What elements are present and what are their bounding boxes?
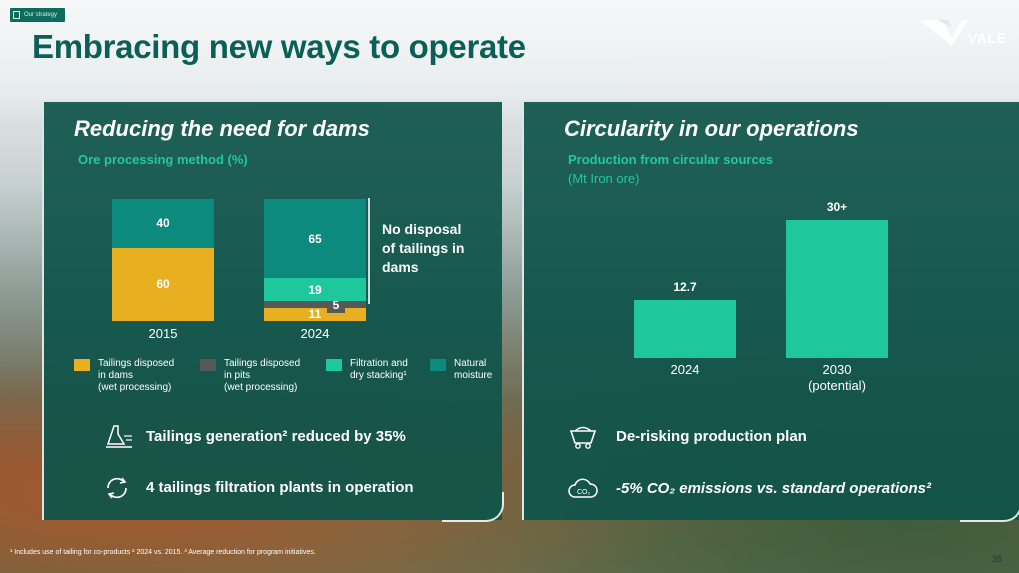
legend-pits-line-1: Tailings disposed [224,358,301,369]
data-label-2015-1: 40 [156,216,170,231]
bar-2015-natural-3 [112,199,214,248]
legend-moisture-line-1: Natural [454,358,487,369]
data-label-2015-0: 60 [156,277,170,292]
svg-text:CO₂: CO₂ [577,489,591,496]
circularity-panel-title: Circularity in our operations [564,116,859,141]
section-tag: Our strategy [10,8,66,22]
legend-dams-line-2: in dams [98,370,134,381]
brand-name: VALE [968,30,1007,46]
data-label-2024-3: 65 [308,231,322,246]
bar-2015-tailings-0 [112,247,214,321]
derisking-stat: De-risking production plan [616,428,807,445]
legend-dams-line-1: Tailings disposed [98,358,175,369]
legend-item-filtration: Filtration and dry stacking¹ [350,358,408,382]
circularity-panel: Circularity in our operations Production… [522,100,1019,522]
section-tag-label: Our strategy [24,12,58,18]
bar-2024-segment-2 [264,278,366,302]
page-title: Embracing new ways to operate [32,28,526,65]
tailings-stat: Tailings generation² reduced by 35% [146,428,406,445]
legend-filtration-line-2: dry stacking¹ [350,370,407,381]
mine-cart-icon [569,426,597,449]
chart-divider [368,198,370,304]
co2-stat: -5% CO₂ emissions vs. standard operation… [616,480,931,497]
page-number: 35 [992,554,1003,564]
bar-2024-segment-1 [264,301,366,308]
value-label-0: 12.7 [673,279,697,294]
legend-swatch-dams [74,359,90,371]
clipboard-icon [13,11,20,19]
legend-item-moisture: Natural moisture [454,358,492,382]
legend-pits-line-2: in pits [224,370,251,381]
legend-item-dams: Tailings disposed in dams (wet processin… [98,358,174,394]
data-label-2024-0: 11 [308,307,322,322]
category-label-circular-1: 2030 (potential) [808,362,866,393]
legend-swatch-pits [200,359,216,371]
cycle-icon [107,477,127,499]
co2-cloud-icon: CO₂ [568,478,598,498]
circularity-panel-subtitle: Production from circular sources [568,152,774,167]
category-label-2015: 2015 [148,326,178,341]
data-label-2024-2: 19 [308,282,322,297]
filtration-plants-stat: 4 tailings filtration plants in operatio… [146,479,414,496]
legend-swatch-filtration [326,359,342,371]
note-line-3: dams [382,259,419,275]
bar-circular-0 [634,299,736,358]
footnote: ¹ Includes use of tailing for co-product… [10,549,316,556]
dams-panel-title: Reducing the need for dams [74,116,370,141]
bar-2024-segment-3 [264,199,366,279]
vale-logo-icon [920,20,968,46]
no-disposal-note: No disposal of tailings in dams [382,220,464,277]
category-label-circular-0: 2024 [670,362,700,377]
legend-dams-line-3: (wet processing) [98,382,172,393]
legend-filtration-line-1: Filtration and [350,358,408,369]
dams-panel-subtitle: Ore processing method (%) [78,152,248,167]
dams-panel: Reducing the need for dams Ore processin… [42,100,504,522]
tailings-icon [106,425,132,448]
bar-circular-1 [786,220,888,358]
legend-moisture-line-2: moisture [454,370,493,381]
note-line-2: of tailings in [382,240,465,256]
circularity-panel-unit: (Mt Iron ore) [568,171,640,186]
legend-swatch-moisture [430,359,446,371]
value-label-1: 30+ [826,200,848,214]
legend-pits-line-3: (wet processing) [224,382,298,393]
note-line-1: No disposal [382,221,462,237]
category-label-2024: 2024 [300,326,330,341]
legend-item-pits: Tailings disposed in pits (wet processin… [224,358,300,394]
